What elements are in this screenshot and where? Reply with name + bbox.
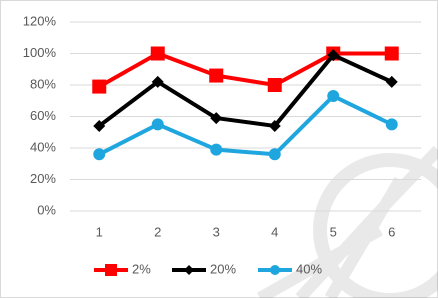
x-tick-label: 3 bbox=[213, 224, 220, 239]
x-tick-label: 6 bbox=[388, 224, 395, 239]
chart: 0% 20% 40% 60% 80% 100% 120% 1 2 3 4 5 6 2% 20% 40% bbox=[0, 0, 438, 298]
marker bbox=[210, 144, 222, 156]
y-tick-label: 0% bbox=[37, 202, 56, 217]
marker bbox=[268, 78, 282, 92]
y-tick-label: 40% bbox=[30, 139, 56, 154]
legend-marker bbox=[270, 265, 280, 275]
y-tick-label: 80% bbox=[30, 76, 56, 91]
marker bbox=[386, 118, 398, 130]
y-tick-label: 120% bbox=[23, 13, 57, 28]
y-tick-label: 60% bbox=[30, 108, 56, 123]
marker bbox=[209, 69, 223, 83]
legend-label: 2% bbox=[132, 261, 151, 276]
y-tick-label: 20% bbox=[30, 171, 56, 186]
x-tick-label: 5 bbox=[330, 224, 337, 239]
marker bbox=[385, 47, 399, 61]
marker bbox=[92, 80, 106, 94]
legend-label: 40% bbox=[296, 261, 322, 276]
marker bbox=[93, 148, 105, 160]
marker bbox=[327, 90, 339, 102]
x-tick-label: 1 bbox=[96, 224, 103, 239]
marker bbox=[152, 118, 164, 130]
legend-marker bbox=[105, 264, 117, 276]
x-tick-label: 4 bbox=[271, 224, 278, 239]
x-tick-label: 2 bbox=[154, 224, 161, 239]
marker bbox=[269, 148, 281, 160]
y-tick-label: 100% bbox=[23, 45, 57, 60]
marker bbox=[151, 47, 165, 61]
legend-label: 20% bbox=[210, 261, 236, 276]
